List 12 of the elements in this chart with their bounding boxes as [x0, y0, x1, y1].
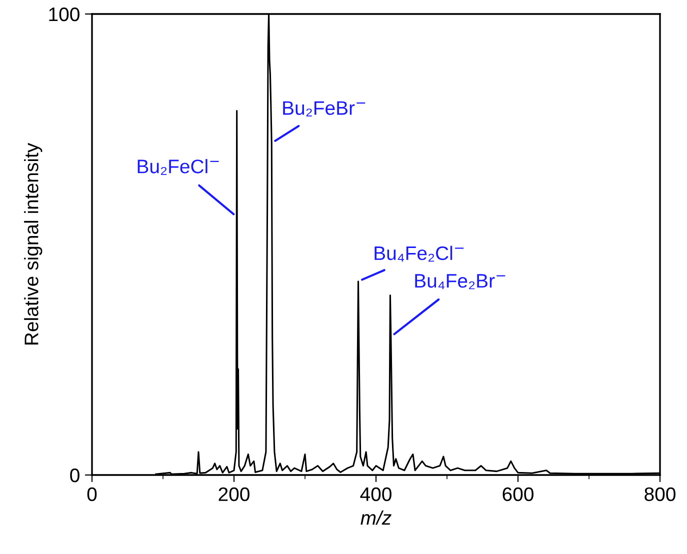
x-tick-label: 200	[218, 487, 250, 502]
annotation: Bu₄Fe₂Cl$^{−}$	[374, 246, 464, 262]
x-tick-label: 800	[644, 487, 676, 502]
y-axis-title: Relative signal intensity	[24, 142, 42, 344]
x-axis-title: m/z	[360, 510, 392, 525]
x-tick-label: 600	[502, 487, 534, 502]
y-tick-label: 100	[49, 7, 80, 22]
annotation: Bu₄Fe₂Br$^{−}$	[415, 274, 506, 290]
annotation: Bu₂FeBr$^{−}$	[283, 101, 366, 116]
x-tick-label: 400	[360, 487, 392, 502]
x-tick-label: 0	[87, 487, 97, 502]
annotation: Bu₂FeCl$^{−}$	[138, 159, 219, 175]
